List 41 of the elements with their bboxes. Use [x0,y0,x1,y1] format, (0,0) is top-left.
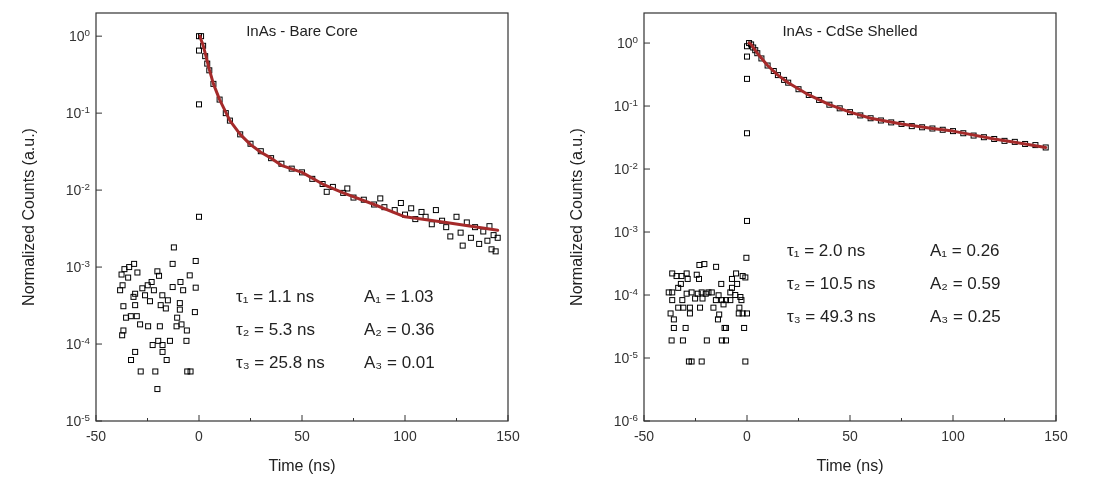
y-tick-label: 10$^{-6}$ [613,411,639,429]
x-axis-title: Time (ns) [268,457,336,474]
x-tick-label: 150 [1044,428,1068,444]
annotation: τ₂ = 5.3 ns [236,320,315,339]
annotation: τ₁ = 2.0 ns [787,241,866,260]
y-tick-label: 10$^{0}$ [68,26,91,45]
y-tick-label: 10$^{-5}$ [65,411,91,429]
annotation: τ₂ = 10.5 ns [787,274,876,293]
annotation: A₃ = 0.01 [364,353,435,372]
y-tick-label: 10$^{-1}$ [613,96,638,115]
annotation: A₂ = 0.36 [364,320,435,339]
y-tick-label: 10$^{-5}$ [613,348,639,367]
x-axis-title: Time (ns) [816,457,884,474]
annotation: τ₃ = 25.8 ns [236,353,325,372]
annotation: τ₃ = 49.3 ns [787,307,876,326]
y-tick-label: 10$^{-2}$ [65,180,90,199]
y-axis-title: Normalized Counts (a.u.) [20,128,37,306]
x-tick-label: -50 [85,428,107,444]
x-tick-label: -50 [633,428,655,444]
x-tick-label: 0 [195,428,204,444]
x-tick-label: 0 [743,428,752,444]
y-tick-label: 10$^{-1}$ [65,103,90,122]
y-axis-title: Normalized Counts (a.u.) [568,128,585,306]
annotation: A₁ = 1.03 [364,287,434,306]
text: InAs - Bare Core [246,22,358,39]
annotation: A₂ = 0.59 [930,274,1001,293]
annotation: A₁ = 0.26 [930,241,1000,260]
x-tick-label: 50 [842,428,858,444]
annotation: τ₁ = 1.1 ns [236,287,315,306]
y-tick-label: 10$^{-4}$ [65,334,91,353]
x-tick-label: 100 [941,428,965,444]
y-tick-label: 10$^{-3}$ [613,222,639,241]
y-tick-label: 10$^{0}$ [616,33,639,52]
x-tick-label: 50 [294,428,310,444]
annotation: A₃ = 0.25 [930,307,1001,326]
y-tick-label: 10$^{-3}$ [65,257,91,276]
y-tick-label: 10$^{-2}$ [613,159,638,178]
x-tick-label: 150 [496,428,520,444]
x-tick-label: 100 [393,428,417,444]
y-tick-label: 10$^{-4}$ [613,285,639,304]
text: InAs - CdSe Shelled [782,22,918,39]
